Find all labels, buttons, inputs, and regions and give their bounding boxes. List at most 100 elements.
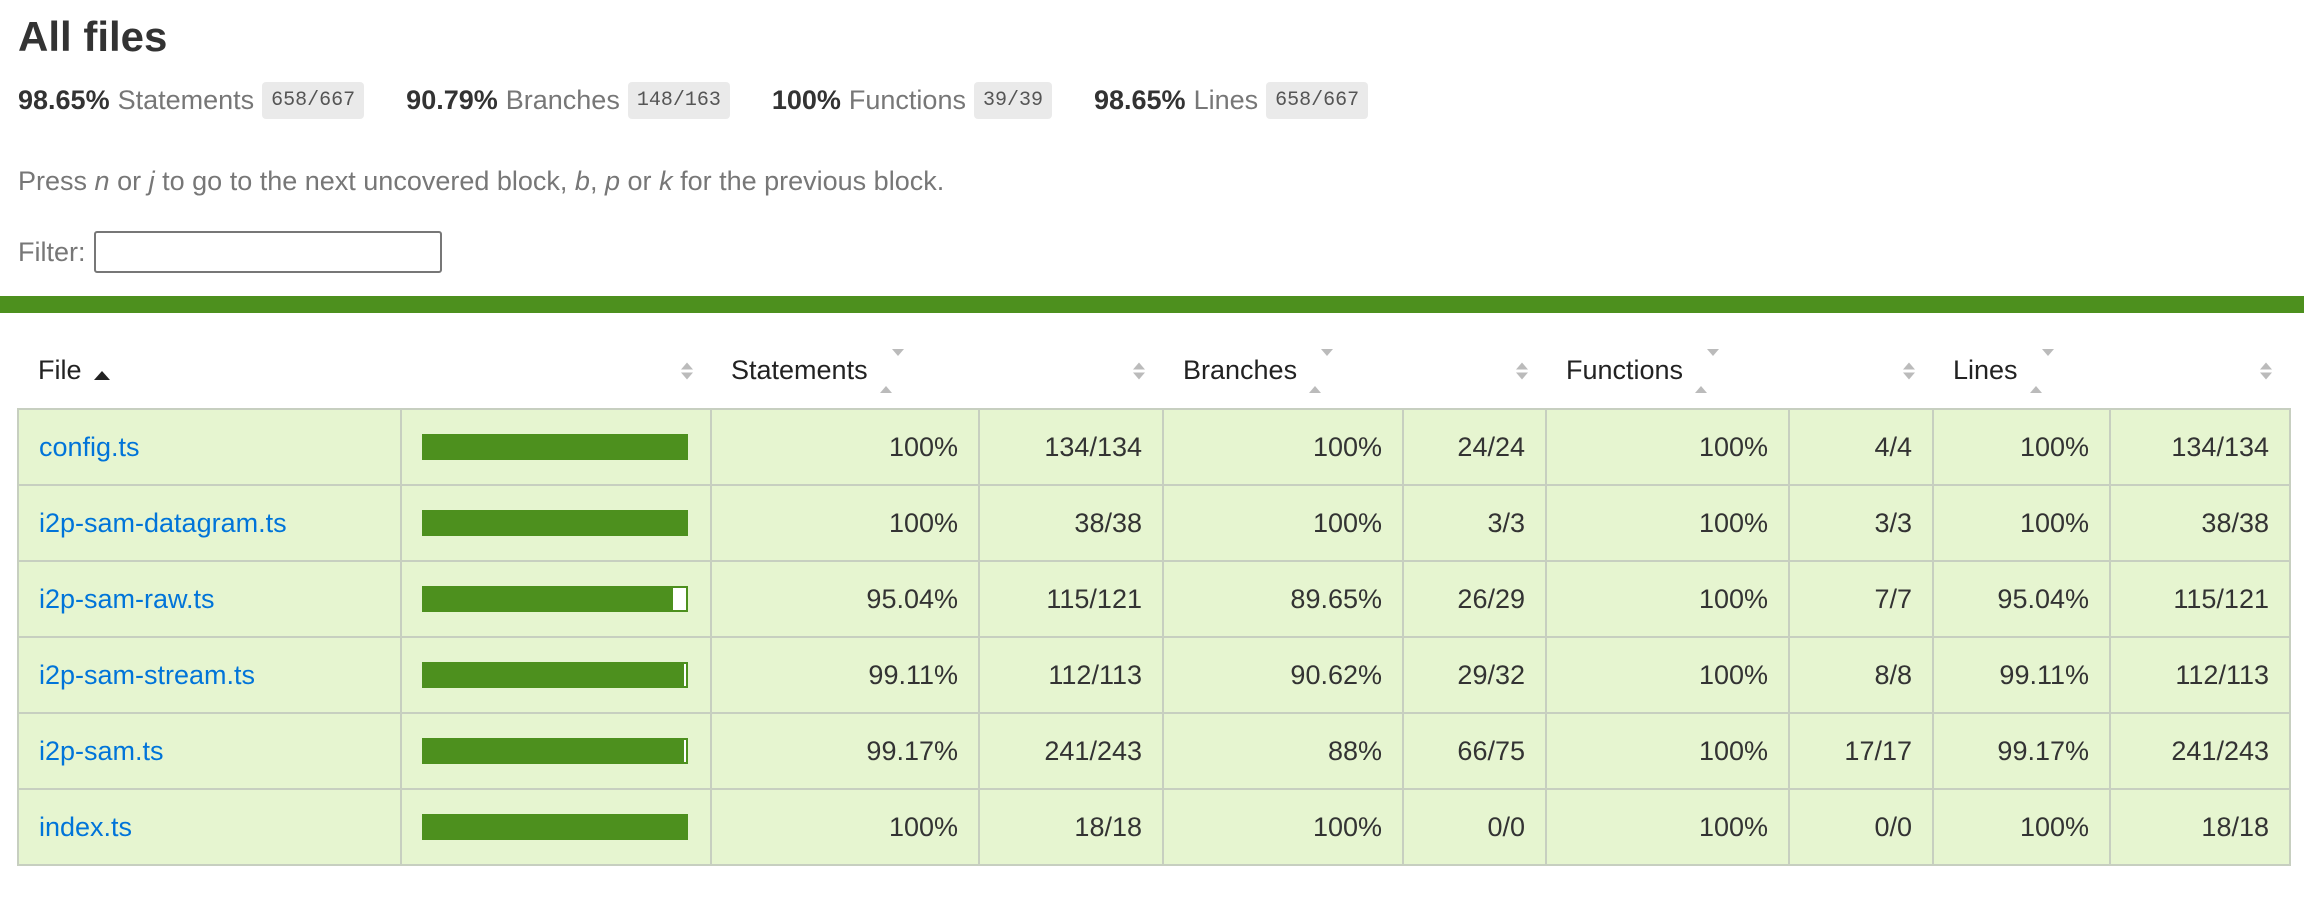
file-link[interactable]: index.ts [39, 811, 133, 842]
coverage-bar-cell [400, 484, 712, 562]
coverage-bar [422, 510, 688, 536]
table-row: i2p-sam-stream.ts 99.11% 112/113 90.62% … [17, 636, 2291, 714]
sort-arrows-icon [2260, 362, 2272, 380]
lines-pct: 95.04% [1932, 560, 2111, 638]
summary-label: Statements [117, 84, 255, 115]
coverage-bar-fill [424, 816, 686, 838]
coverage-bar [422, 738, 688, 764]
file-link[interactable]: config.ts [39, 431, 140, 462]
sort-arrows-icon [1903, 362, 1915, 380]
lines-fraction: 18/18 [2109, 788, 2291, 866]
coverage-bar-cell [400, 712, 712, 790]
table-row: config.ts 100% 134/134 100% 24/24 100% 4… [17, 408, 2291, 486]
file-link[interactable]: i2p-sam-datagram.ts [39, 507, 287, 538]
summary-fraction: 658/667 [1266, 81, 1369, 119]
coverage-table-wrap: File Statements Branches Functions Lines… [17, 334, 2291, 866]
lines-pct: 100% [1932, 788, 2111, 866]
coverage-bar [422, 814, 688, 840]
coverage-bar-cell [400, 788, 712, 866]
lines-pct: 99.17% [1932, 712, 2111, 790]
table-row: i2p-sam-raw.ts 95.04% 115/121 89.65% 26/… [17, 560, 2291, 638]
coverage-summary: 98.65% Statements 658/667 90.79% Branche… [18, 80, 2286, 120]
branches-pct: 88% [1162, 712, 1404, 790]
file-link[interactable]: i2p-sam.ts [39, 735, 164, 766]
header-functions[interactable]: Functions [1546, 334, 1789, 409]
branches-pct: 100% [1162, 408, 1404, 486]
functions-fraction: 4/4 [1788, 408, 1934, 486]
statements-pct: 95.04% [710, 560, 980, 638]
sort-ascending-icon [93, 356, 110, 387]
statements-fraction: 38/38 [978, 484, 1164, 562]
functions-fraction: 7/7 [1788, 560, 1934, 638]
header-lines-raw[interactable] [2110, 334, 2290, 409]
file-link[interactable]: i2p-sam-raw.ts [39, 583, 215, 614]
filter-input[interactable] [93, 231, 442, 273]
coverage-table: File Statements Branches Functions Lines… [17, 334, 2291, 866]
summary-label: Functions [848, 84, 966, 115]
functions-pct: 100% [1545, 484, 1790, 562]
coverage-status-bar [0, 296, 2304, 313]
branches-fraction: 24/24 [1402, 408, 1547, 486]
header-statements-raw[interactable] [979, 334, 1163, 409]
branches-pct: 89.65% [1162, 560, 1404, 638]
functions-fraction: 3/3 [1788, 484, 1934, 562]
statements-pct: 99.11% [710, 636, 980, 714]
filter-label: Filter: [18, 236, 86, 267]
sort-arrows-icon [1133, 362, 1145, 380]
file-cell: index.ts [17, 788, 402, 866]
statements-fraction: 112/113 [978, 636, 1164, 714]
branches-fraction: 29/32 [1402, 636, 1547, 714]
file-cell: config.ts [17, 408, 402, 486]
functions-pct: 100% [1545, 788, 1790, 866]
sort-arrows-icon [2029, 349, 2054, 394]
lines-fraction: 241/243 [2109, 712, 2291, 790]
branches-pct: 100% [1162, 484, 1404, 562]
page-header: All files 98.65% Statements 658/667 90.7… [0, 0, 2304, 273]
lines-fraction: 134/134 [2109, 408, 2291, 486]
coverage-bar [422, 434, 688, 460]
branches-fraction: 26/29 [1402, 560, 1547, 638]
header-file[interactable]: File [18, 334, 401, 409]
header-file-bar[interactable] [401, 334, 711, 409]
header-lines[interactable]: Lines [1933, 334, 2110, 409]
statements-pct: 99.17% [710, 712, 980, 790]
coverage-bar [422, 662, 688, 688]
branches-pct: 90.62% [1162, 636, 1404, 714]
lines-fraction: 38/38 [2109, 484, 2291, 562]
header-functions-raw[interactable] [1789, 334, 1933, 409]
lines-pct: 99.11% [1932, 636, 2111, 714]
summary-statements: 98.65% Statements 658/667 [18, 81, 365, 119]
summary-functions: 100% Functions 39/39 [772, 81, 1052, 119]
sort-arrows-icon [1309, 349, 1334, 394]
summary-fraction: 148/163 [627, 81, 730, 119]
statements-pct: 100% [710, 408, 980, 486]
functions-pct: 100% [1545, 712, 1790, 790]
summary-lines: 98.65% Lines 658/667 [1094, 81, 1369, 119]
sort-arrows-icon [681, 362, 693, 380]
coverage-bar-cell [400, 560, 712, 638]
coverage-bar-fill [424, 588, 673, 610]
header-statements[interactable]: Statements [711, 334, 979, 409]
table-row: i2p-sam.ts 99.17% 241/243 88% 66/75 100%… [17, 712, 2291, 790]
summary-fraction: 658/667 [262, 81, 365, 119]
coverage-bar [422, 586, 688, 612]
table-row: index.ts 100% 18/18 100% 0/0 100% 0/0 10… [17, 788, 2291, 866]
header-branches[interactable]: Branches [1163, 334, 1403, 409]
statements-fraction: 241/243 [978, 712, 1164, 790]
summary-branches: 90.79% Branches 148/163 [406, 81, 730, 119]
lines-fraction: 115/121 [2109, 560, 2291, 638]
file-cell: i2p-sam-raw.ts [17, 560, 402, 638]
coverage-bar-fill [424, 740, 684, 762]
table-row: i2p-sam-datagram.ts 100% 38/38 100% 3/3 … [17, 484, 2291, 562]
file-cell: i2p-sam-datagram.ts [17, 484, 402, 562]
coverage-bar-fill [424, 512, 686, 534]
sort-arrows-icon [879, 349, 904, 394]
coverage-bar-cell [400, 408, 712, 486]
coverage-bar-cell [400, 636, 712, 714]
sort-arrows-icon [1695, 349, 1720, 394]
functions-pct: 100% [1545, 560, 1790, 638]
functions-fraction: 0/0 [1788, 788, 1934, 866]
file-link[interactable]: i2p-sam-stream.ts [39, 659, 256, 690]
header-branches-raw[interactable] [1403, 334, 1546, 409]
coverage-bar-fill [424, 664, 684, 686]
